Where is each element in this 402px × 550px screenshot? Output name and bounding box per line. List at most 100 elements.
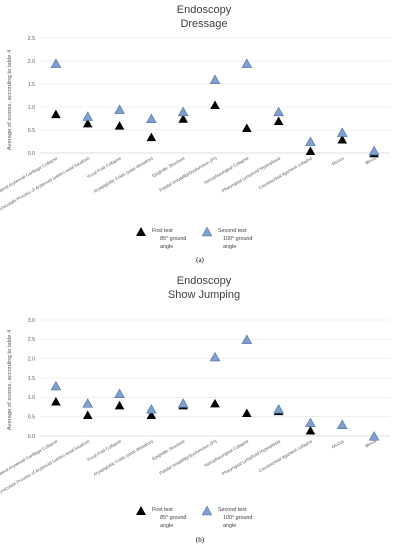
panel-label: (b) [196, 536, 205, 544]
y-tick-label: 0.5 [28, 414, 35, 420]
marker-first-test [146, 132, 157, 142]
y-tick-labels: 0.0 0.5 1.0 1.5 2.0 2.5 3.0 [28, 318, 35, 440]
marker-second-test [177, 106, 189, 117]
x-category-label: Palatal Instability/Dysfunction (PI) [158, 438, 218, 475]
x-category-label: Aryepiglottic Folds (axial deviation) [93, 155, 155, 194]
marker-second-test [273, 404, 284, 414]
y-tick-label: 3.0 [28, 318, 35, 324]
marker-second-test [209, 351, 221, 362]
marker-first-test [51, 396, 61, 406]
legend: First test 85° ground angle Second test … [136, 226, 252, 250]
marker-first-test [114, 121, 125, 130]
legend-first-line3: angle [160, 523, 173, 529]
legend-second-line2: 100° ground [223, 236, 252, 242]
marker-second-test [336, 419, 348, 429]
marker-second-test [82, 398, 94, 408]
y-tick-label: 0.5 [28, 128, 35, 134]
legend-first-line2: 85° ground [160, 236, 186, 242]
marker-second-test [50, 380, 62, 391]
x-category-label: Mucus [331, 438, 345, 449]
chart-title-line2: Show Jumping [168, 289, 240, 301]
x-category-label: Blood [364, 438, 377, 448]
marker-second-test [336, 127, 348, 137]
marker-first-test [305, 425, 316, 435]
marker-second-test [368, 431, 380, 441]
x-category-label: Cricotracheal ligament collapse [258, 438, 314, 473]
marker-second-test [177, 398, 189, 408]
data-markers [50, 334, 380, 441]
marker-second-test [50, 58, 62, 68]
y-axis-label: Average of scores, according to table 4 [7, 49, 13, 150]
category-labels: Intermittent Bilateral Arytenoid Cartila… [0, 438, 377, 496]
panel-label: (a) [196, 256, 204, 264]
marker-second-test [305, 136, 316, 147]
y-tick-label: 2.0 [28, 59, 35, 65]
marker-first-test [82, 118, 93, 128]
marker-first-test [146, 410, 157, 419]
marker-first-test [305, 146, 316, 155]
y-tick-labels: 0.0 0.5 1.0 1.5 2.0 2.5 [28, 36, 35, 157]
gridlines [40, 37, 390, 154]
y-tick-label: 0.0 [28, 151, 35, 157]
x-category-label: Cricotracheal ligament collapse [258, 155, 314, 190]
y-tick-label: 2.5 [28, 337, 35, 343]
marker-first-test [242, 123, 252, 132]
gridlines [40, 319, 390, 437]
marker-first-test [242, 408, 252, 418]
marker-first-test [82, 410, 93, 419]
chart-show-jumping: Endoscopy Show Jumping Average of scores… [0, 275, 390, 544]
legend-first-line3: angle [160, 244, 173, 250]
x-category-label: Blood [364, 155, 377, 165]
marker-second-test [305, 417, 316, 428]
legend-first-line2: 85° ground [160, 515, 186, 521]
marker-first-test [210, 100, 220, 109]
y-tick-label: 2.5 [28, 36, 35, 42]
marker-first-test [210, 398, 220, 408]
y-tick-label: 2.0 [28, 356, 35, 362]
y-tick-label: 1.5 [28, 376, 35, 382]
x-category-label: Mucus [331, 155, 345, 166]
x-category-label: Aryepiglottic Folds (axial deviation) [93, 438, 155, 477]
y-axis-label: Average of scores, according to table 4 [7, 329, 13, 430]
marker-second-test [241, 334, 253, 344]
legend-marker-second-test [201, 226, 213, 237]
legend: First test 85° ground angle Second test … [136, 505, 252, 529]
marker-second-test [209, 74, 221, 84]
chart-dressage: Endoscopy Dressage Average of scores, ac… [0, 4, 390, 264]
data-markers [50, 58, 380, 158]
marker-first-test [178, 114, 188, 123]
legend-second-line3: angle [223, 244, 236, 250]
chart-title-line1: Endoscopy [177, 4, 232, 16]
legend-first-line1: First test [152, 228, 173, 234]
x-category-label: Pharyngeal Lymphoid Hyperplasia [221, 438, 282, 476]
marker-second-test [368, 145, 380, 156]
marker-first-test [51, 109, 61, 119]
legend-marker-first-test [136, 506, 146, 515]
legend-marker-second-test [201, 505, 213, 516]
legend-second-line1: Second test [218, 507, 247, 513]
category-labels: Intermittent Bilateral Arytenoid Cartila… [0, 155, 377, 213]
legend-marker-first-test [136, 227, 146, 236]
y-tick-label: 1.0 [28, 105, 35, 111]
y-tick-label: 0.0 [28, 434, 35, 440]
marker-first-test [337, 134, 348, 144]
legend-second-line2: 100° ground [223, 515, 252, 521]
x-category-label: Pharyngeal Lymphoid Hyperplasia [221, 155, 282, 193]
y-tick-label: 1.0 [28, 395, 35, 401]
marker-second-test [146, 113, 157, 124]
marker-second-test [114, 104, 125, 114]
marker-first-test [273, 116, 284, 126]
marker-second-test [82, 111, 94, 121]
chart-title-line2: Dressage [180, 18, 227, 30]
marker-second-test [146, 404, 157, 414]
legend-second-line3: angle [223, 523, 236, 529]
chart-title-line1: Endoscopy [177, 275, 232, 287]
marker-second-test [273, 106, 284, 117]
legend-first-line1: First test [152, 507, 173, 513]
y-tick-label: 1.5 [28, 82, 35, 88]
marker-second-test [114, 388, 125, 399]
legend-second-line1: Second test [218, 228, 247, 234]
marker-first-test [114, 400, 125, 410]
x-category-label: Palatal Instability/Dysfunction (PI) [158, 155, 218, 192]
marker-second-test [241, 58, 253, 68]
